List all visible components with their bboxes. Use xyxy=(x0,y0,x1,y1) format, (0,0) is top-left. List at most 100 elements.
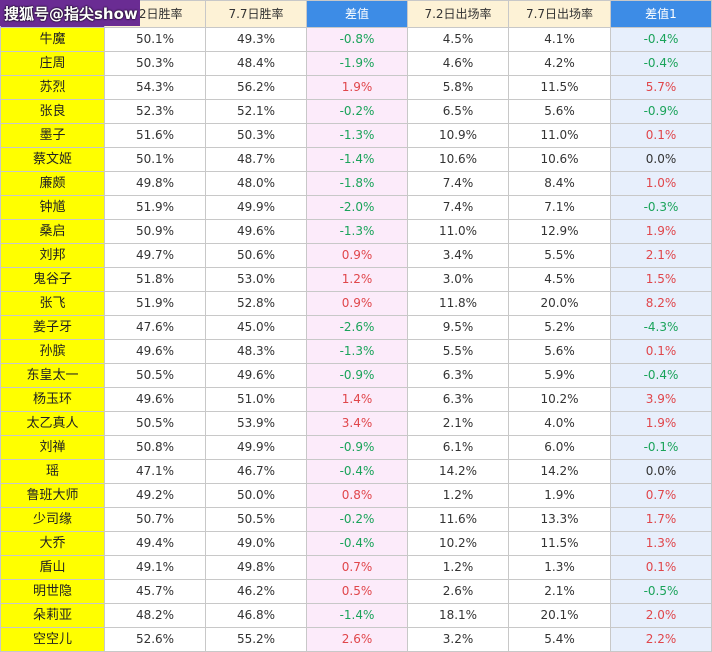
pickrate-77-cell: 5.6% xyxy=(508,339,611,364)
pickrate-72-cell: 11.6% xyxy=(407,507,509,532)
winrate-diff-cell: 1.9% xyxy=(306,75,408,100)
pickrate-77-cell: 13.3% xyxy=(508,507,611,532)
pickrate-diff-cell: 2.2% xyxy=(610,627,712,652)
pickrate-72-cell: 18.1% xyxy=(407,603,509,628)
winrate-diff-cell: -1.4% xyxy=(306,603,408,628)
winrate-diff-cell: 0.5% xyxy=(306,579,408,604)
pickrate-72-cell: 4.5% xyxy=(407,27,509,52)
pickrate-77-cell: 10.2% xyxy=(508,387,611,412)
hero-name-cell: 太乙真人 xyxy=(0,411,105,436)
pickrate-diff-cell: 1.9% xyxy=(610,411,712,436)
pickrate-72-cell: 6.5% xyxy=(407,99,509,124)
pickrate-77-cell: 5.5% xyxy=(508,243,611,268)
winrate-72-cell: 51.8% xyxy=(104,267,206,292)
winrate-72-cell: 50.9% xyxy=(104,219,206,244)
pickrate-72-cell: 3.2% xyxy=(407,627,509,652)
pickrate-diff-cell: 1.5% xyxy=(610,267,712,292)
pickrate-77-cell: 11.5% xyxy=(508,75,611,100)
table-row: 刘禅 50.8% 49.9% -0.9% 6.1% 6.0% -0.1% xyxy=(0,435,712,460)
winrate-72-cell: 54.3% xyxy=(104,75,206,100)
winrate-72-cell: 50.1% xyxy=(104,147,206,172)
pickrate-77-cell: 10.6% xyxy=(508,147,611,172)
winrate-diff-cell: 1.4% xyxy=(306,387,408,412)
header-winrate-diff: 差值 xyxy=(306,0,408,28)
table-row: 张良 52.3% 52.1% -0.2% 6.5% 5.6% -0.9% xyxy=(0,99,712,124)
table-row: 鲁班大师 49.2% 50.0% 0.8% 1.2% 1.9% 0.7% xyxy=(0,483,712,508)
pickrate-77-cell: 11.0% xyxy=(508,123,611,148)
pickrate-diff-cell: -0.4% xyxy=(610,51,712,76)
winrate-77-cell: 50.0% xyxy=(205,483,307,508)
winrate-77-cell: 49.0% xyxy=(205,531,307,556)
pickrate-77-cell: 7.1% xyxy=(508,195,611,220)
table-row: 瑶 47.1% 46.7% -0.4% 14.2% 14.2% 0.0% xyxy=(0,459,712,484)
winrate-diff-cell: -1.3% xyxy=(306,219,408,244)
hero-name-cell: 蔡文姬 xyxy=(0,147,105,172)
winrate-77-cell: 48.4% xyxy=(205,51,307,76)
winrate-72-cell: 49.4% xyxy=(104,531,206,556)
hero-name-cell: 刘邦 xyxy=(0,243,105,268)
pickrate-diff-cell: 1.0% xyxy=(610,171,712,196)
pickrate-72-cell: 10.2% xyxy=(407,531,509,556)
pickrate-72-cell: 5.8% xyxy=(407,75,509,100)
table-row: 牛魔 50.1% 49.3% -0.8% 4.5% 4.1% -0.4% xyxy=(0,27,712,52)
pickrate-diff-cell: 1.3% xyxy=(610,531,712,556)
table-row: 廉颇 49.8% 48.0% -1.8% 7.4% 8.4% 1.0% xyxy=(0,171,712,196)
pickrate-diff-cell: 8.2% xyxy=(610,291,712,316)
table-row: 少司缘 50.7% 50.5% -0.2% 11.6% 13.3% 1.7% xyxy=(0,507,712,532)
winrate-77-cell: 48.3% xyxy=(205,339,307,364)
winrate-diff-cell: -0.9% xyxy=(306,363,408,388)
winrate-diff-cell: -1.8% xyxy=(306,171,408,196)
hero-name-cell: 东皇太一 xyxy=(0,363,105,388)
winrate-72-cell: 49.2% xyxy=(104,483,206,508)
pickrate-diff-cell: 3.9% xyxy=(610,387,712,412)
winrate-77-cell: 53.9% xyxy=(205,411,307,436)
winrate-diff-cell: 3.4% xyxy=(306,411,408,436)
winrate-diff-cell: 0.7% xyxy=(306,555,408,580)
winrate-77-cell: 49.3% xyxy=(205,27,307,52)
hero-name-cell: 大乔 xyxy=(0,531,105,556)
winrate-77-cell: 49.9% xyxy=(205,195,307,220)
pickrate-77-cell: 20.1% xyxy=(508,603,611,628)
winrate-77-cell: 48.0% xyxy=(205,171,307,196)
winrate-77-cell: 53.0% xyxy=(205,267,307,292)
pickrate-72-cell: 6.3% xyxy=(407,387,509,412)
winrate-77-cell: 49.6% xyxy=(205,219,307,244)
header-pickrate-77: 7.7日出场率 xyxy=(508,0,611,28)
hero-name-cell: 桑启 xyxy=(0,219,105,244)
winrate-72-cell: 49.7% xyxy=(104,243,206,268)
winrate-72-cell: 47.6% xyxy=(104,315,206,340)
hero-name-cell: 廉颇 xyxy=(0,171,105,196)
winrate-diff-cell: -1.4% xyxy=(306,147,408,172)
winrate-77-cell: 50.5% xyxy=(205,507,307,532)
pickrate-77-cell: 5.4% xyxy=(508,627,611,652)
table-row: 杨玉环 49.6% 51.0% 1.4% 6.3% 10.2% 3.9% xyxy=(0,387,712,412)
pickrate-diff-cell: 0.1% xyxy=(610,123,712,148)
header-pickrate-diff: 差值1 xyxy=(610,0,712,28)
winrate-72-cell: 50.7% xyxy=(104,507,206,532)
table-row: 盾山 49.1% 49.8% 0.7% 1.2% 1.3% 0.1% xyxy=(0,555,712,580)
pickrate-77-cell: 4.0% xyxy=(508,411,611,436)
pickrate-diff-cell: 0.7% xyxy=(610,483,712,508)
winrate-72-cell: 51.9% xyxy=(104,291,206,316)
pickrate-77-cell: 14.2% xyxy=(508,459,611,484)
winrate-diff-cell: -2.0% xyxy=(306,195,408,220)
table-row: 钟馗 51.9% 49.9% -2.0% 7.4% 7.1% -0.3% xyxy=(0,195,712,220)
pickrate-diff-cell: 0.1% xyxy=(610,339,712,364)
pickrate-77-cell: 4.5% xyxy=(508,267,611,292)
winrate-77-cell: 50.6% xyxy=(205,243,307,268)
hero-name-cell: 庄周 xyxy=(0,51,105,76)
winrate-77-cell: 46.2% xyxy=(205,579,307,604)
pickrate-diff-cell: 1.9% xyxy=(610,219,712,244)
pickrate-77-cell: 2.1% xyxy=(508,579,611,604)
pickrate-diff-cell: 2.1% xyxy=(610,243,712,268)
winrate-72-cell: 50.5% xyxy=(104,363,206,388)
hero-name-cell: 明世隐 xyxy=(0,579,105,604)
pickrate-72-cell: 5.5% xyxy=(407,339,509,364)
table-row: 姜子牙 47.6% 45.0% -2.6% 9.5% 5.2% -4.3% xyxy=(0,315,712,340)
pickrate-diff-cell: 1.7% xyxy=(610,507,712,532)
winrate-diff-cell: -1.3% xyxy=(306,339,408,364)
hero-name-cell: 牛魔 xyxy=(0,27,105,52)
pickrate-72-cell: 1.2% xyxy=(407,483,509,508)
table-row: 蔡文姬 50.1% 48.7% -1.4% 10.6% 10.6% 0.0% xyxy=(0,147,712,172)
